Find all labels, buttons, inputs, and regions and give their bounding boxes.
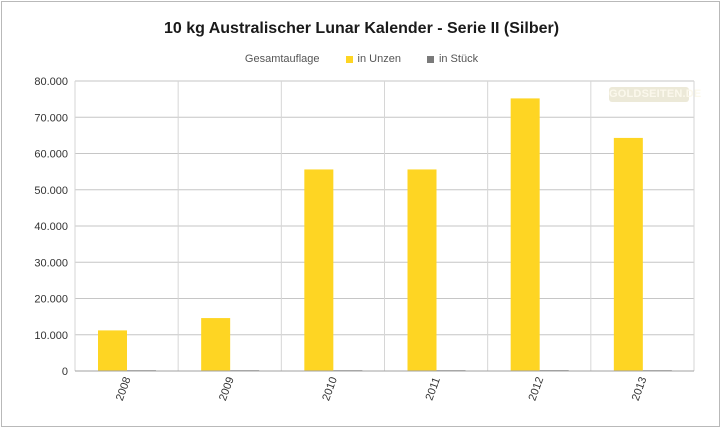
bar-unzen — [407, 169, 437, 371]
y-tick-label: 0 — [62, 366, 68, 378]
bar-unzen — [510, 98, 540, 372]
bar-unzen — [613, 137, 643, 371]
watermark-logo: GOLDSEITEN.DE — [609, 87, 702, 102]
bar-unzen — [98, 330, 127, 371]
legend-swatch-unzen — [345, 55, 353, 63]
chart-title: 10 kg Australischer Lunar Kalender - Ser… — [163, 20, 560, 37]
y-tick-label: 70.000 — [34, 112, 68, 124]
x-tick-label: 2009 — [217, 375, 237, 402]
bar-unzen — [304, 169, 334, 371]
y-tick-label: 30.000 — [34, 257, 68, 269]
x-tick-label: 2012 — [527, 375, 547, 402]
bar-unzen — [201, 318, 231, 371]
x-tick-label: 2011 — [424, 376, 443, 402]
x-tick-label: 2013 — [630, 375, 650, 402]
x-tick-label: 2008 — [114, 375, 134, 402]
legend-item-stueck[interactable]: in Stück — [426, 53, 479, 65]
legend-label-stueck: in Stück — [438, 53, 479, 65]
legend-heading: Gesamtauflage — [244, 53, 320, 65]
y-tick-label: 50.000 — [34, 185, 68, 197]
legend-item-unzen[interactable]: in Unzen — [345, 53, 401, 65]
y-tick-label: 80.000 — [34, 76, 68, 88]
x-tick-label: 2010 — [320, 375, 340, 402]
y-tick-label: 20.000 — [34, 294, 68, 306]
y-tick-label: 10.000 — [34, 330, 68, 342]
y-tick-label: 60.000 — [34, 149, 68, 161]
legend-label-unzen: in Unzen — [357, 53, 401, 65]
legend-swatch-stueck — [426, 55, 434, 63]
y-tick-label: 40.000 — [34, 221, 68, 233]
chart-legend: Gesamtauflage in Unzen in Stück — [0, 53, 723, 65]
